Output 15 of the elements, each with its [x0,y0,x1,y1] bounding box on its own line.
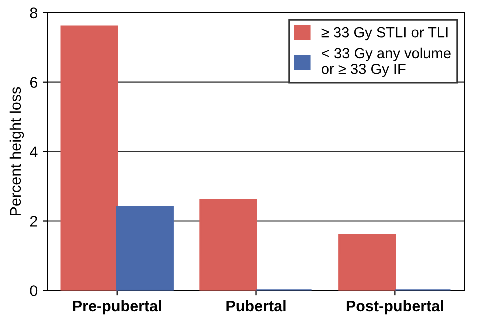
y-axis-title: Percent height loss [10,87,24,216]
bar [116,206,174,291]
bar [60,26,118,291]
bar [200,199,258,291]
x-tick-label: Pre-pubertal [73,300,162,315]
x-tick-label: Post-pubertal [346,300,444,315]
x-tick-label: Pubertal [226,300,286,312]
y-tick-label: 6 [30,77,38,88]
y-tick-label: 0 [30,286,38,296]
legend-label: < 33 Gy any volume or ≥ 33 Gy IF [322,48,451,78]
bar [338,234,396,291]
y-tick-label: 8 [30,8,38,19]
y-tick-label: 4 [30,146,38,158]
y-tick-label: 2 [30,216,38,227]
legend-label: ≥ 33 Gy STLI or TLI [322,27,448,41]
